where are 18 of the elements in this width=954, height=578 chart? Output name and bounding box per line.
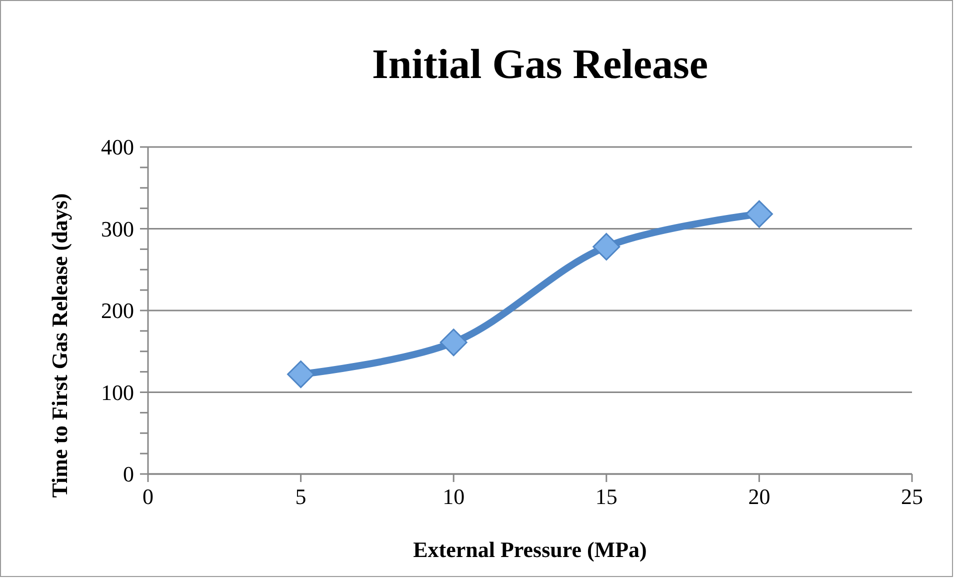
x-tick-label: 25	[901, 484, 923, 509]
y-tick-label: 0	[123, 462, 134, 487]
x-tick-label: 10	[442, 484, 465, 509]
x-tick-label: 20	[748, 484, 770, 509]
point	[745, 200, 773, 228]
x-tick-label: 15	[595, 484, 618, 509]
x-tick-label: 0	[142, 484, 154, 509]
x-tick-label: 5	[295, 484, 306, 509]
point	[440, 328, 468, 356]
y-tick-label: 100	[101, 380, 134, 405]
point	[287, 360, 315, 388]
x-axis-title: External Pressure (MPa)	[413, 537, 647, 562]
y-axis-title: Time to First Gas Release (days)	[47, 193, 72, 498]
y-tick-label: 300	[101, 216, 134, 242]
y-tick-label: 400	[101, 134, 134, 160]
chart-title: Initial Gas Release	[372, 42, 708, 88]
point	[592, 232, 620, 260]
y-tick-label: 200	[101, 298, 134, 324]
